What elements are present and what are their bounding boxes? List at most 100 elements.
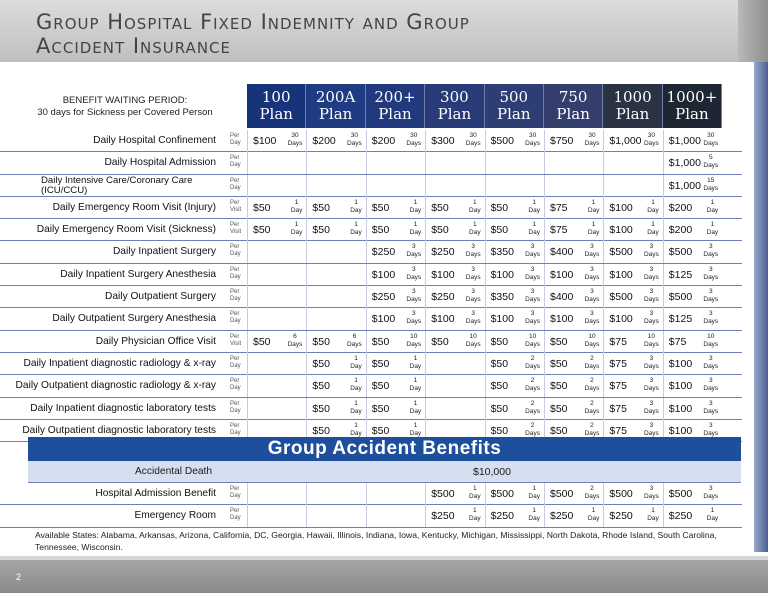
accidental-death-row: Accidental Death $10,000 (28, 461, 741, 483)
benefit-days-text: Day (647, 515, 659, 523)
benefit-cell: $1,000 30 Days (603, 130, 662, 152)
benefit-days-text: 3 (649, 399, 654, 407)
benefit-unit-text: Per (230, 199, 240, 206)
side-stripe (754, 62, 768, 552)
benefit-amount: $250 (668, 510, 693, 523)
benefit-unit: Per Day (230, 289, 246, 303)
plan-header: 100 Plan (247, 84, 307, 128)
benefit-max-days: 10 Days (585, 333, 600, 349)
benefit-cell (306, 483, 365, 505)
benefit-days-text: Days (525, 362, 540, 370)
benefit-unit-text: Day (230, 362, 241, 369)
benefit-unit-text: Per (230, 133, 240, 139)
benefit-unit: Per Day (230, 244, 246, 258)
benefit-max-days: 1 Day (647, 199, 659, 215)
benefit-cell: $50 10 Days (365, 330, 425, 353)
benefit-cell (425, 174, 484, 197)
benefit-days-text: 2 (590, 421, 594, 429)
benefit-amount: $350 (490, 246, 514, 259)
benefit-max-days: 2 Days (525, 422, 540, 438)
benefit-cell (544, 152, 603, 175)
benefit-days-text: Day (706, 515, 719, 523)
benefit-cell: $50 2 Days (544, 397, 603, 420)
benefit-cell (365, 174, 425, 197)
benefit-days-text: Days (406, 318, 422, 326)
benefit-max-days: 1 Day (350, 355, 362, 371)
benefit-days-text: Day (469, 493, 481, 500)
benefit-days-text: 1 (354, 399, 358, 407)
benefit-max-days: 1 Day (291, 221, 303, 237)
benefit-max-days: 3 Days (585, 243, 600, 259)
benefit-amount: $200 (668, 201, 693, 214)
plan-header: 1000 Plan (603, 84, 663, 128)
benefit-days-text: Days (584, 340, 600, 348)
benefit-amount: $50 (431, 335, 449, 348)
benefit-cell (247, 308, 306, 331)
benefit-days-text: Days (643, 493, 659, 500)
benefit-amount: $100 (668, 424, 693, 437)
benefit-unit-text: Day (230, 515, 241, 522)
benefit-days-text: 1 (294, 221, 299, 229)
benefit-days-text: 30 (528, 132, 537, 139)
benefit-days-text: 3 (649, 485, 654, 492)
benefit-days-text: Day (350, 206, 362, 214)
benefit-amount: $50 (550, 357, 568, 370)
benefit-max-days: 2 Days (525, 377, 540, 393)
benefit-unit-text: Per (230, 244, 240, 251)
benefit-cell (247, 241, 306, 264)
benefit-cell: $50 6 Days (247, 330, 306, 353)
benefit-days-text: Days (525, 140, 540, 147)
benefit-cell: $50 2 Days (544, 352, 603, 375)
benefit-amount: $50 (371, 224, 390, 237)
benefit-max-days: 3 Days (525, 288, 540, 304)
benefit-days-text: 5 (708, 154, 713, 162)
benefit-cell: $100 3 Days (544, 263, 603, 286)
benefit-amount: $100 (668, 380, 693, 393)
benefit-days-text: Days (584, 385, 600, 393)
benefit-cell: $50 1 Day (247, 219, 306, 242)
benefit-cell (306, 308, 365, 331)
benefit-days-text: 1 (472, 507, 477, 515)
header-band (0, 0, 768, 62)
benefit-cell (425, 152, 484, 175)
benefit-amount: $75 (550, 224, 568, 237)
benefit-days-text: Days (703, 251, 719, 259)
benefit-row: Daily Inpatient diagnostic laboratory te… (0, 397, 742, 420)
benefit-amount: $500 (609, 488, 633, 500)
plan-header-label: Plan (378, 105, 412, 123)
benefit-label: Daily Inpatient Surgery Anesthesia (60, 268, 216, 280)
benefit-days-text: Days (643, 296, 659, 304)
benefit-cell: $50 6 Days (306, 330, 365, 353)
benefit-amount: $100 (668, 402, 693, 415)
benefit-days-text: 1 (532, 221, 537, 229)
benefit-unit-text: Per (230, 333, 240, 340)
benefit-days-text: 1 (413, 421, 418, 429)
benefit-days-text: Days (643, 273, 659, 281)
benefit-label: Daily Emergency Room Visit (Sickness) (36, 224, 216, 236)
benefit-unit: Per Day (230, 508, 246, 522)
benefit-cell (247, 397, 306, 420)
benefit-days-text: 1 (591, 507, 596, 515)
plan-header-name: 500 (499, 88, 529, 106)
benefit-max-days: 1 Day (528, 485, 540, 501)
benefit-row: Daily Hospital Confinement Per Day $100 30 Da… (0, 130, 742, 153)
benefit-row: Daily Outpatient diagnostic radiology & … (0, 375, 742, 398)
benefit-days-text: Day (469, 229, 481, 237)
benefit-days-text: Days (584, 362, 600, 370)
benefit-cell: $50 1 Day (247, 196, 306, 219)
benefit-days-text: 1 (354, 221, 358, 229)
benefit-label: Daily Inpatient Surgery (112, 246, 216, 258)
plan-header-name: 750 (558, 88, 588, 106)
benefit-cell: $100 3 Days (425, 308, 484, 331)
benefit-unit-text: Day (230, 296, 241, 303)
benefit-days-text: Days (703, 140, 719, 147)
benefit-days-text: Days (643, 385, 659, 393)
benefit-days-text: Day (409, 385, 422, 393)
benefit-max-days: 1 Day (528, 199, 540, 215)
benefit-days-text: 3 (708, 265, 713, 273)
benefit-unit-text: Day (230, 184, 241, 191)
benefit-cell: $100 3 Days (662, 375, 722, 398)
benefit-amount: $200 (312, 135, 336, 147)
benefit-max-days: 3 Days (406, 266, 421, 282)
benefit-days-text: Day (409, 229, 422, 237)
